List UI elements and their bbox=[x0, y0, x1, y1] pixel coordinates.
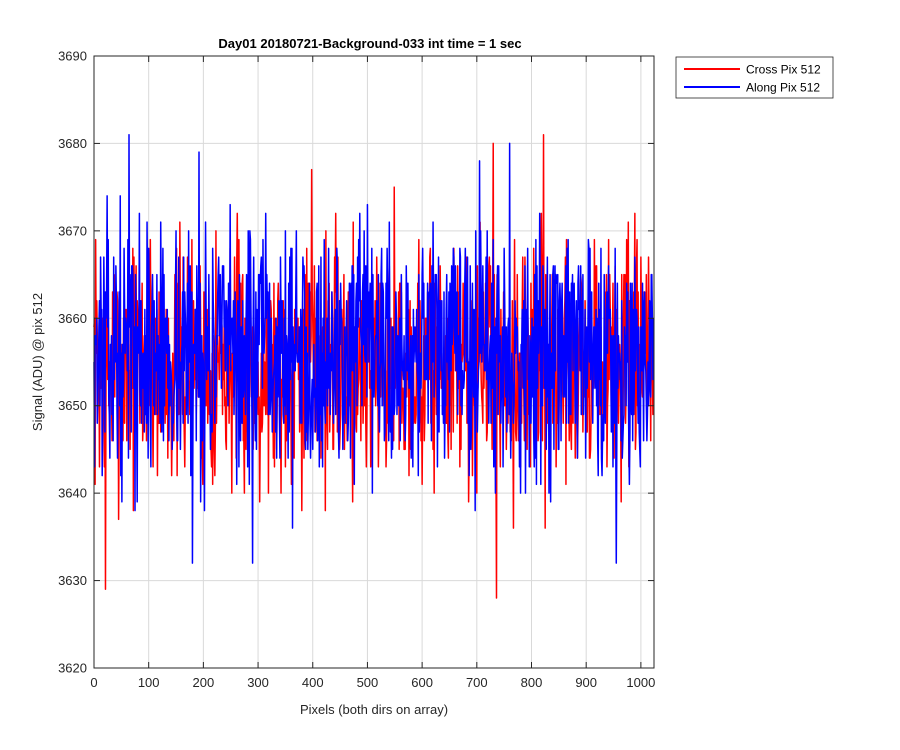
x-tick-label: 0 bbox=[90, 675, 97, 690]
x-tick-label: 400 bbox=[302, 675, 324, 690]
legend-label-cross: Cross Pix 512 bbox=[746, 63, 821, 77]
y-axis-label: Signal (ADU) @ pix 512 bbox=[30, 293, 45, 431]
legend-box bbox=[675, 56, 834, 99]
y-tick-label: 3660 bbox=[58, 311, 87, 326]
x-axis-label: Pixels (both dirs on array) bbox=[300, 702, 448, 717]
y-tick-label: 3630 bbox=[58, 573, 87, 588]
y-tick-label: 3620 bbox=[58, 661, 87, 676]
plot-border bbox=[93, 55, 655, 669]
legend[interactable]: Cross Pix 512 Along Pix 512 bbox=[675, 56, 834, 99]
y-tick-label: 3640 bbox=[58, 486, 87, 501]
x-tick-label: 500 bbox=[357, 675, 379, 690]
x-tick-label: 700 bbox=[466, 675, 488, 690]
chart-title: Day01 20180721-Background-033 int time =… bbox=[218, 36, 521, 51]
x-tick-label: 600 bbox=[411, 675, 433, 690]
legend-label-along: Along Pix 512 bbox=[746, 81, 820, 95]
x-tick-label: 200 bbox=[193, 675, 215, 690]
x-tick-label: 1000 bbox=[626, 675, 655, 690]
y-tick-label: 3650 bbox=[58, 398, 87, 413]
y-tick-label: 3680 bbox=[58, 136, 87, 151]
x-tick-label: 800 bbox=[521, 675, 543, 690]
y-ticks: 3620 3630 3640 3650 3660 3670 3680 3690 bbox=[58, 49, 654, 676]
x-tick-label: 100 bbox=[138, 675, 160, 690]
y-tick-label: 3670 bbox=[58, 223, 87, 238]
x-ticks: 0 100 200 300 400 500 600 700 800 900 1000 bbox=[90, 56, 655, 690]
series-layer bbox=[93, 133, 655, 599]
x-tick-label: 300 bbox=[247, 675, 269, 690]
x-tick-label: 900 bbox=[575, 675, 597, 690]
y-tick-label: 3690 bbox=[58, 49, 87, 64]
series-line-along-pix-512 bbox=[93, 133, 655, 564]
